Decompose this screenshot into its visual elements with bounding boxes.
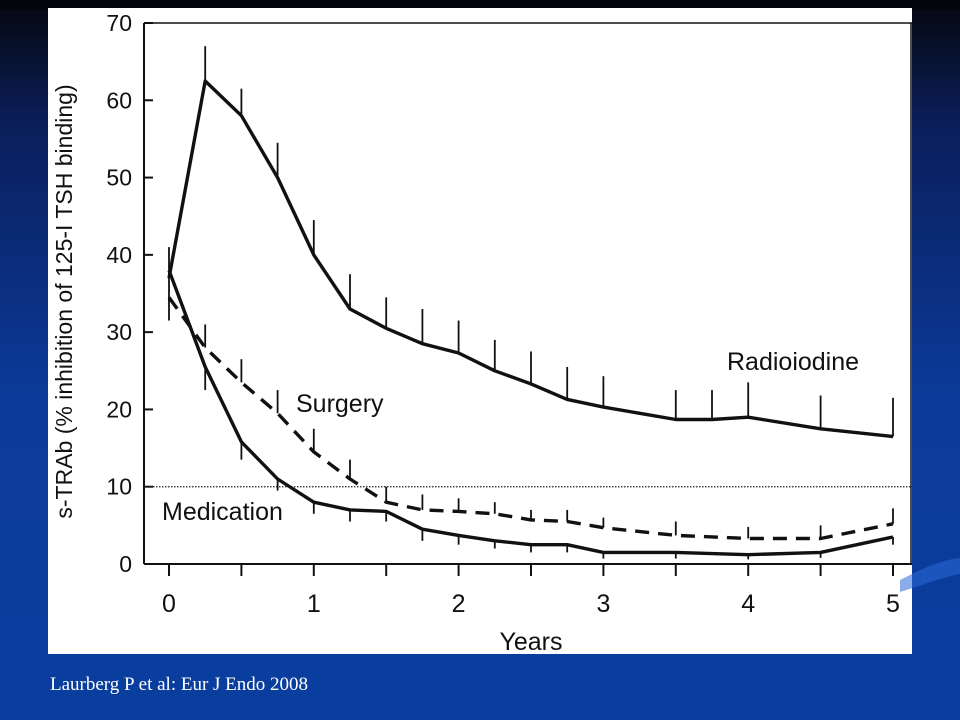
y-tick-label: 40 [106,242,132,268]
x-axis-label: Years [499,628,562,654]
figure-panel: 0 10 20 30 40 50 60 70 0 1 2 3 4 5 s-TRAb (% inhibit… [48,8,912,654]
citation-text: Laurberg P et al: Eur J Endo 2008 [50,674,309,695]
x-tick-label: 4 [741,590,755,618]
series-medication [167,269,894,560]
series-label-radioiodine: Radioiodine [727,348,859,376]
decorative-swoosh [900,558,960,592]
series-surgery [167,296,894,541]
y-tick-label: 10 [106,474,132,500]
top-band [0,0,960,10]
series-line-radioiodine [167,79,894,439]
y-tick-label: 0 [119,551,132,577]
x-tick-label: 5 [886,590,900,618]
x-tick-label: 3 [596,590,610,618]
y-tick-label: 70 [106,10,132,36]
series-line-surgery [167,296,894,541]
series-line-medication [167,269,894,557]
y-tick-label: 60 [106,87,132,113]
x-tick-label: 1 [307,590,321,618]
y-axis-ticks: 0 10 20 30 40 50 60 70 [106,10,153,577]
x-tick-label: 0 [162,590,176,618]
y-tick-label: 30 [106,319,132,345]
series-label-surgery: Surgery [296,390,384,418]
y-tick-label: 50 [106,165,132,191]
series-label-medication: Medication [162,498,283,526]
line-chart: 0 10 20 30 40 50 60 70 0 1 2 3 4 5 s-TRAb (% inhibit… [51,10,912,654]
series-radioiodine [167,46,894,439]
x-axis-ticks: 0 1 2 3 4 5 [162,564,900,618]
y-axis-label: s-TRAb (% inhibition of 125-I TSH bindin… [51,84,77,518]
series-layer [167,46,894,560]
y-tick-label: 20 [106,396,132,422]
x-tick-label: 2 [452,590,466,618]
